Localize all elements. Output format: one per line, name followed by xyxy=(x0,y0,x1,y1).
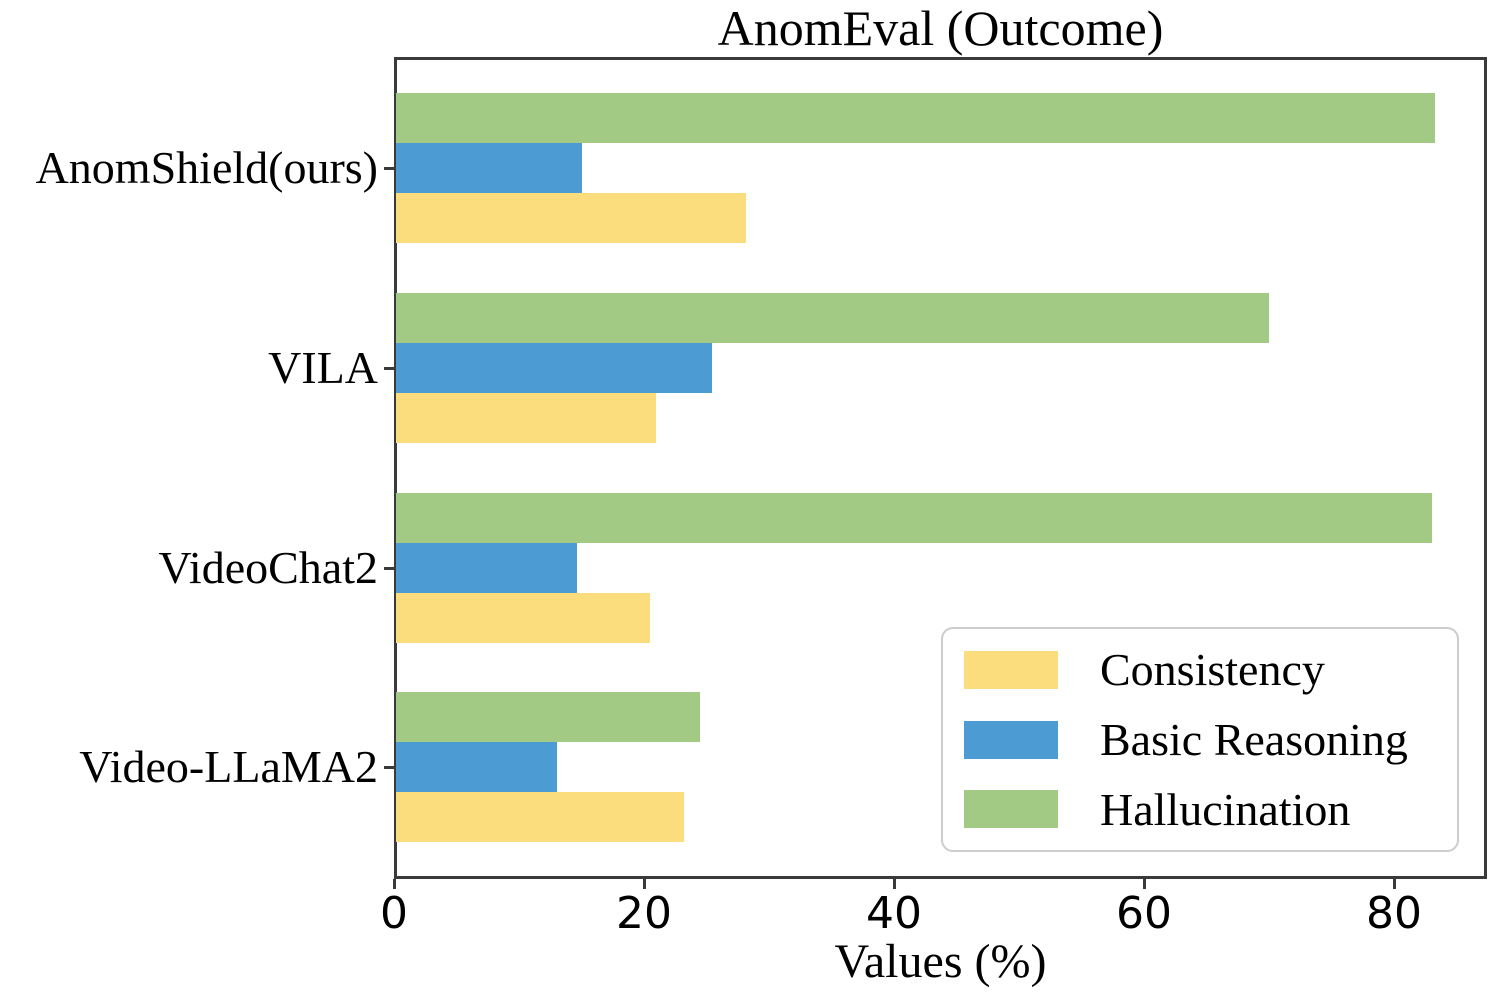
bar-consistency xyxy=(396,392,656,443)
y-tick-mark xyxy=(384,766,394,770)
legend-swatch-icon xyxy=(964,790,1058,829)
x-tick-label: 20 xyxy=(616,888,672,939)
x-axis-title: Values (%) xyxy=(834,935,1047,988)
x-tick-label: 40 xyxy=(866,888,922,939)
legend-label: Consistency xyxy=(1100,644,1325,696)
bar-consistency xyxy=(396,193,746,243)
x-tick-mark xyxy=(1393,879,1396,889)
bar-basic-reasoning xyxy=(396,143,582,193)
x-tick-mark xyxy=(893,879,896,889)
y-tick-label: VideoChat2 xyxy=(158,541,378,593)
legend: Consistency Basic Reasoning Hallucination xyxy=(941,627,1459,852)
chart-title: AnomEval (Outcome) xyxy=(717,0,1164,56)
legend-item: Hallucination xyxy=(943,780,1457,838)
bar-hallucination xyxy=(396,292,1269,343)
x-tick-mark xyxy=(643,879,646,889)
y-tick-label: Video-LLaMA2 xyxy=(79,741,378,793)
bar-hallucination xyxy=(396,93,1435,143)
x-tick-mark xyxy=(1143,879,1146,889)
legend-item: Consistency xyxy=(943,641,1457,699)
x-tick-label: 60 xyxy=(1116,888,1172,939)
x-tick-label: 80 xyxy=(1366,888,1422,939)
bar-consistency xyxy=(396,592,650,643)
bar-hallucination xyxy=(396,492,1432,543)
y-tick-label: VILA xyxy=(268,341,378,393)
bar-basic-reasoning xyxy=(396,542,577,593)
x-tick-label: 0 xyxy=(380,888,408,939)
x-tick-mark xyxy=(393,879,396,889)
legend-label: Hallucination xyxy=(1100,783,1351,835)
y-tick-mark xyxy=(384,366,394,370)
legend-label: Basic Reasoning xyxy=(1100,714,1408,765)
bar-basic-reasoning xyxy=(396,342,712,393)
y-tick-mark xyxy=(384,566,394,570)
y-tick-mark xyxy=(384,167,394,170)
legend-swatch-icon xyxy=(964,720,1058,759)
bar-consistency xyxy=(396,792,684,843)
bar-basic-reasoning xyxy=(396,742,557,793)
legend-swatch-icon xyxy=(964,650,1058,689)
bar-hallucination xyxy=(396,692,700,743)
legend-item: Basic Reasoning xyxy=(943,711,1457,769)
y-tick-label: AnomShield(ours) xyxy=(35,142,378,193)
